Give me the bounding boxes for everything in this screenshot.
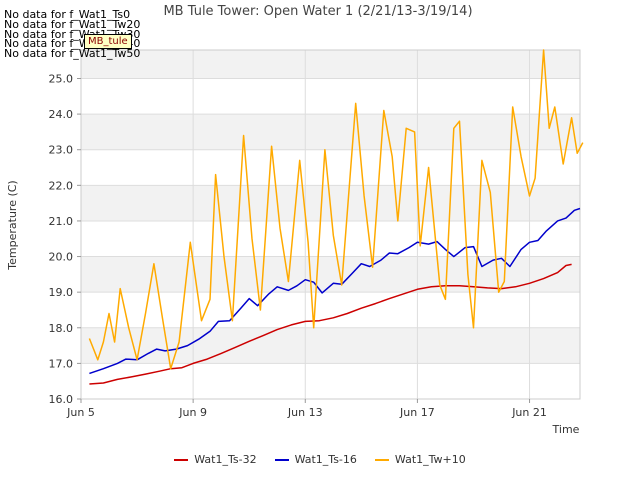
y-tick-label: 25.0	[49, 72, 74, 85]
series-line-wat1-tw-10	[88, 49, 584, 370]
y-tick-label: 19.0	[49, 286, 74, 299]
legend: Wat1_Ts-32 Wat1_Ts-16 Wat1_Tw+10	[0, 453, 640, 466]
plot-band	[81, 327, 580, 364]
y-tick-label: 16.0	[49, 393, 74, 406]
legend-label: Wat1_Tw+10	[394, 453, 466, 466]
legend-swatch	[374, 458, 389, 461]
y-tick-label: 23.0	[49, 144, 74, 157]
plot-band	[81, 114, 580, 150]
legend-label: Wat1_Ts-16	[294, 453, 357, 466]
site-tag: MB_tule	[84, 34, 132, 49]
x-tick-label: Jun 13	[287, 406, 323, 419]
y-tick-label: 24.0	[49, 108, 74, 121]
plot-band	[81, 292, 580, 328]
y-tick-label: 20.0	[49, 251, 74, 264]
legend-label: Wat1_Ts-32	[194, 453, 257, 466]
plot-band	[81, 149, 580, 186]
y-tick-label: 18.0	[49, 322, 74, 335]
y-tick-label: 17.0	[49, 357, 74, 370]
no-data-note: No data for f_Wat1_Tw30	[4, 28, 141, 41]
plot-bands	[81, 50, 580, 399]
x-tick-label: Jun 21	[511, 406, 547, 419]
chart-title: MB Tule Tower: Open Water 1 (2/21/13-3/1…	[163, 4, 472, 19]
y-tick-label: 21.0	[49, 215, 74, 228]
no-data-note: No data for f_Wat1_Ts0	[4, 8, 131, 21]
legend-item: Wat1_Tw+10	[374, 453, 466, 466]
plot-band	[81, 220, 580, 257]
plot-band	[81, 78, 580, 115]
legend-swatch	[174, 458, 189, 461]
no-data-note: No data for f_Wat1_Tw50	[4, 47, 141, 60]
x-tick-label: Jun 17	[399, 406, 435, 419]
legend-swatch	[274, 458, 289, 461]
series-lines	[88, 49, 584, 385]
legend-item: Wat1_Ts-16	[274, 453, 357, 466]
legend-item: Wat1_Ts-32	[174, 453, 257, 466]
x-tick-label: Jun 5	[66, 406, 95, 419]
y-axis-ticks: 16.0 17.0 18.0 19.0 20.0 21.0 22.0 23.0 24.0 25.0	[49, 72, 81, 406]
no-data-note: No data for f_Wat1_Tw40	[4, 37, 141, 50]
plot-band	[81, 50, 580, 79]
no-data-note: No data for f_Wat1_Tw20	[4, 18, 141, 31]
plot-border	[80, 49, 581, 400]
x-axis-ticks: Jun 5 Jun 9 Jun 13 Jun 17 Jun 21	[66, 399, 547, 419]
y-axis-label: Temperature (C)	[6, 180, 19, 270]
y-tick-label: 22.0	[49, 179, 74, 192]
x-axis-label: Time	[552, 423, 580, 436]
x-tick-label: Jun 9	[178, 406, 207, 419]
plot-band	[81, 363, 580, 399]
